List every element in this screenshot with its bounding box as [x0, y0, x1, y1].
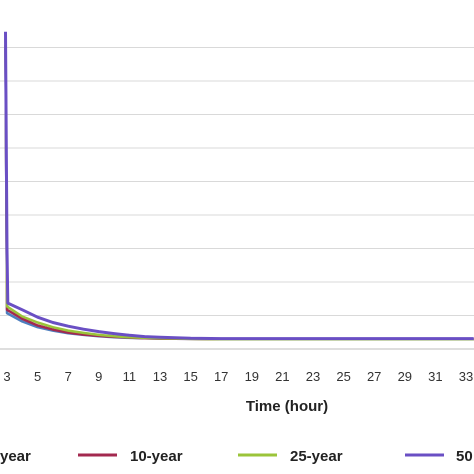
x-tick-label: 27 — [367, 369, 381, 384]
legend-label: 10-year — [130, 448, 183, 465]
x-tick-label: 11 — [123, 369, 137, 384]
x-tick-label: 23 — [306, 369, 320, 384]
x-tick-label: 3 — [3, 369, 10, 384]
legend-label: 50 — [456, 448, 473, 465]
x-tick-label: 7 — [65, 369, 72, 384]
series-line-year — [4, 48, 474, 341]
x-tick-label: 19 — [245, 369, 259, 384]
x-tick-label: 5 — [34, 369, 41, 384]
x-axis-title: Time (hour) — [246, 398, 328, 415]
x-tick-label: 15 — [183, 369, 197, 384]
x-tick-label: 17 — [214, 369, 228, 384]
x-tick-label: 13 — [153, 369, 167, 384]
legend-label: year — [0, 448, 31, 465]
x-tick-label: 31 — [428, 369, 442, 384]
x-tick-label: 25 — [336, 369, 350, 384]
x-tick-label: 29 — [398, 369, 412, 384]
series-line-25-year — [4, 38, 474, 341]
series-lines — [4, 31, 474, 341]
x-tick-label: 21 — [275, 369, 289, 384]
legend: year 10-year 25-year 50 — [0, 448, 473, 465]
x-tick-label: 9 — [95, 369, 102, 384]
legend-label: 25-year — [290, 448, 343, 465]
series-line-50-year — [4, 31, 474, 341]
series-line-10-year — [4, 45, 474, 341]
x-axis-ticks: 3 5 7 9 11 13 15 17 19 21 23 25 27 29 31 33 — [3, 369, 473, 384]
x-tick-label: 33 — [459, 369, 473, 384]
gridlines — [0, 47, 474, 350]
